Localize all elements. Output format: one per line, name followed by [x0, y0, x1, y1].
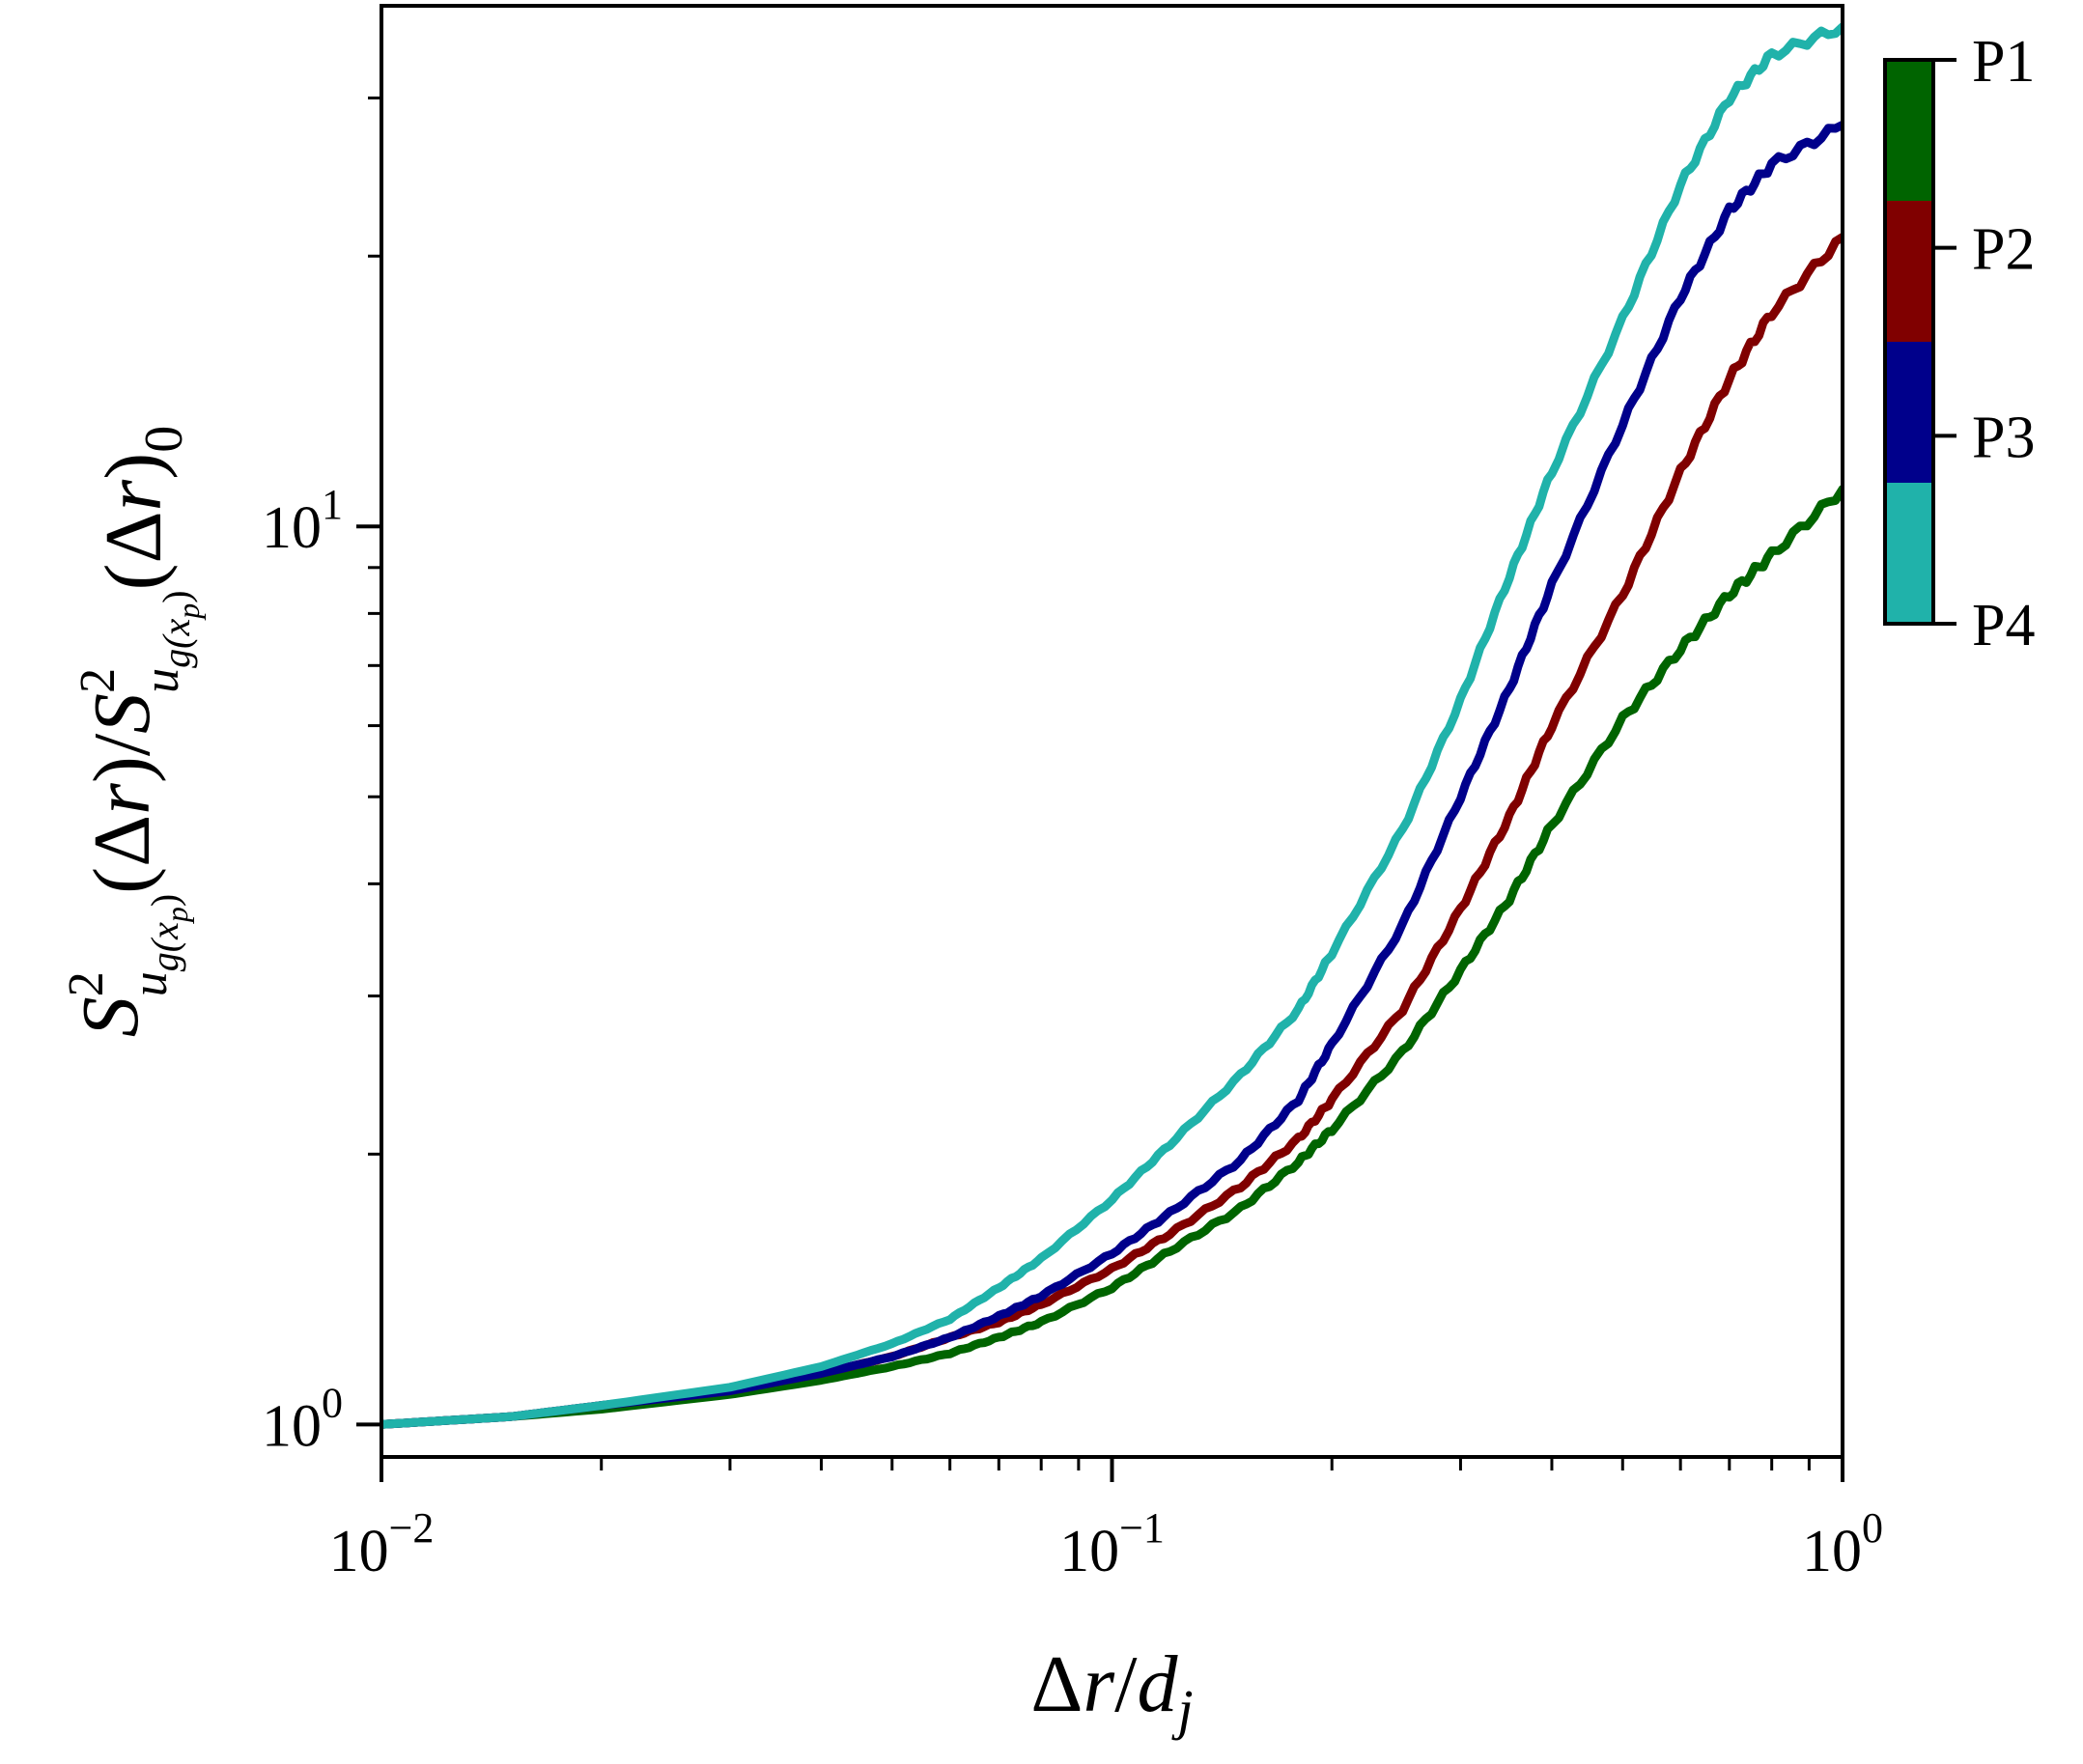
- colorbar: P1 P2 P3 P4: [1883, 29, 2035, 658]
- colorbar-segment-p4: [1885, 483, 1933, 625]
- colorbar-frame: [1883, 58, 1935, 626]
- series-layer: [381, 22, 1843, 1429]
- colorbar-label-p2: P2: [1972, 217, 2035, 283]
- colorbar-segment-p1: [1885, 60, 1933, 202]
- x-tick-label: 10−1: [1059, 1504, 1165, 1584]
- x-tick-label: 10−2: [329, 1504, 435, 1584]
- colorbar-label-p4: P4: [1972, 593, 2035, 658]
- colorbar-segment-p2: [1885, 201, 1933, 343]
- y-tick-label: 101: [262, 481, 343, 561]
- x-tick-label: 100: [1802, 1504, 1883, 1584]
- plot-frame: [380, 4, 1844, 1459]
- colorbar-label-p3: P3: [1972, 405, 2035, 470]
- axis-titles: Δr/dj S2 ug(xp)(Δr)/S2 ug(xp)(Δr)0: [59, 426, 1194, 1741]
- axes-layer: 10−2 10−1 100 100 101: [262, 4, 1883, 1584]
- colorbar-segment-p3: [1885, 342, 1933, 484]
- colorbar-label-p1: P1: [1972, 29, 2035, 95]
- series-line-p4: [381, 22, 1843, 1429]
- series-line-p1: [381, 485, 1843, 1429]
- y-tick-label: 100: [262, 1379, 343, 1459]
- series-line-p3: [381, 120, 1843, 1429]
- y-axis-title: S2 ug(xp)(Δr)/S2 ug(xp)(Δr)0: [59, 426, 206, 1038]
- x-axis-title: Δr/dj: [1030, 1639, 1193, 1741]
